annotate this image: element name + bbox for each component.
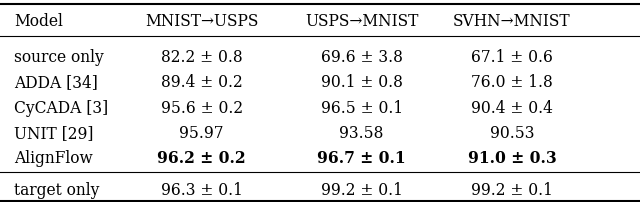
Text: 89.4 ± 0.2: 89.4 ± 0.2 bbox=[161, 74, 243, 91]
Text: target only: target only bbox=[14, 182, 99, 199]
Text: 69.6 ± 3.8: 69.6 ± 3.8 bbox=[321, 49, 403, 66]
Text: 76.0 ± 1.8: 76.0 ± 1.8 bbox=[471, 74, 553, 91]
Text: 90.53: 90.53 bbox=[490, 125, 534, 142]
Text: 82.2 ± 0.8: 82.2 ± 0.8 bbox=[161, 49, 243, 66]
Text: AlignFlow: AlignFlow bbox=[14, 150, 93, 167]
Text: 96.5 ± 0.1: 96.5 ± 0.1 bbox=[321, 100, 403, 117]
Text: 91.0 ± 0.3: 91.0 ± 0.3 bbox=[468, 150, 556, 167]
Text: 90.1 ± 0.8: 90.1 ± 0.8 bbox=[321, 74, 403, 91]
Text: CyCADA [3]: CyCADA [3] bbox=[14, 100, 108, 117]
Text: Model: Model bbox=[14, 13, 63, 30]
Text: ADDA [34]: ADDA [34] bbox=[14, 74, 98, 91]
Text: 96.3 ± 0.1: 96.3 ± 0.1 bbox=[161, 182, 243, 199]
Text: 93.58: 93.58 bbox=[339, 125, 384, 142]
Text: 90.4 ± 0.4: 90.4 ± 0.4 bbox=[471, 100, 553, 117]
Text: UNIT [29]: UNIT [29] bbox=[14, 125, 93, 142]
Text: 96.2 ± 0.2: 96.2 ± 0.2 bbox=[157, 150, 246, 167]
Text: 99.2 ± 0.1: 99.2 ± 0.1 bbox=[471, 182, 553, 199]
Text: USPS→MNIST: USPS→MNIST bbox=[305, 13, 419, 30]
Text: 99.2 ± 0.1: 99.2 ± 0.1 bbox=[321, 182, 403, 199]
Text: 96.7 ± 0.1: 96.7 ± 0.1 bbox=[317, 150, 406, 167]
Text: MNIST→USPS: MNIST→USPS bbox=[145, 13, 259, 30]
Text: source only: source only bbox=[14, 49, 104, 66]
Text: SVHN→MNIST: SVHN→MNIST bbox=[453, 13, 571, 30]
Text: 95.6 ± 0.2: 95.6 ± 0.2 bbox=[161, 100, 243, 117]
Text: 95.97: 95.97 bbox=[179, 125, 224, 142]
Text: 67.1 ± 0.6: 67.1 ± 0.6 bbox=[471, 49, 553, 66]
